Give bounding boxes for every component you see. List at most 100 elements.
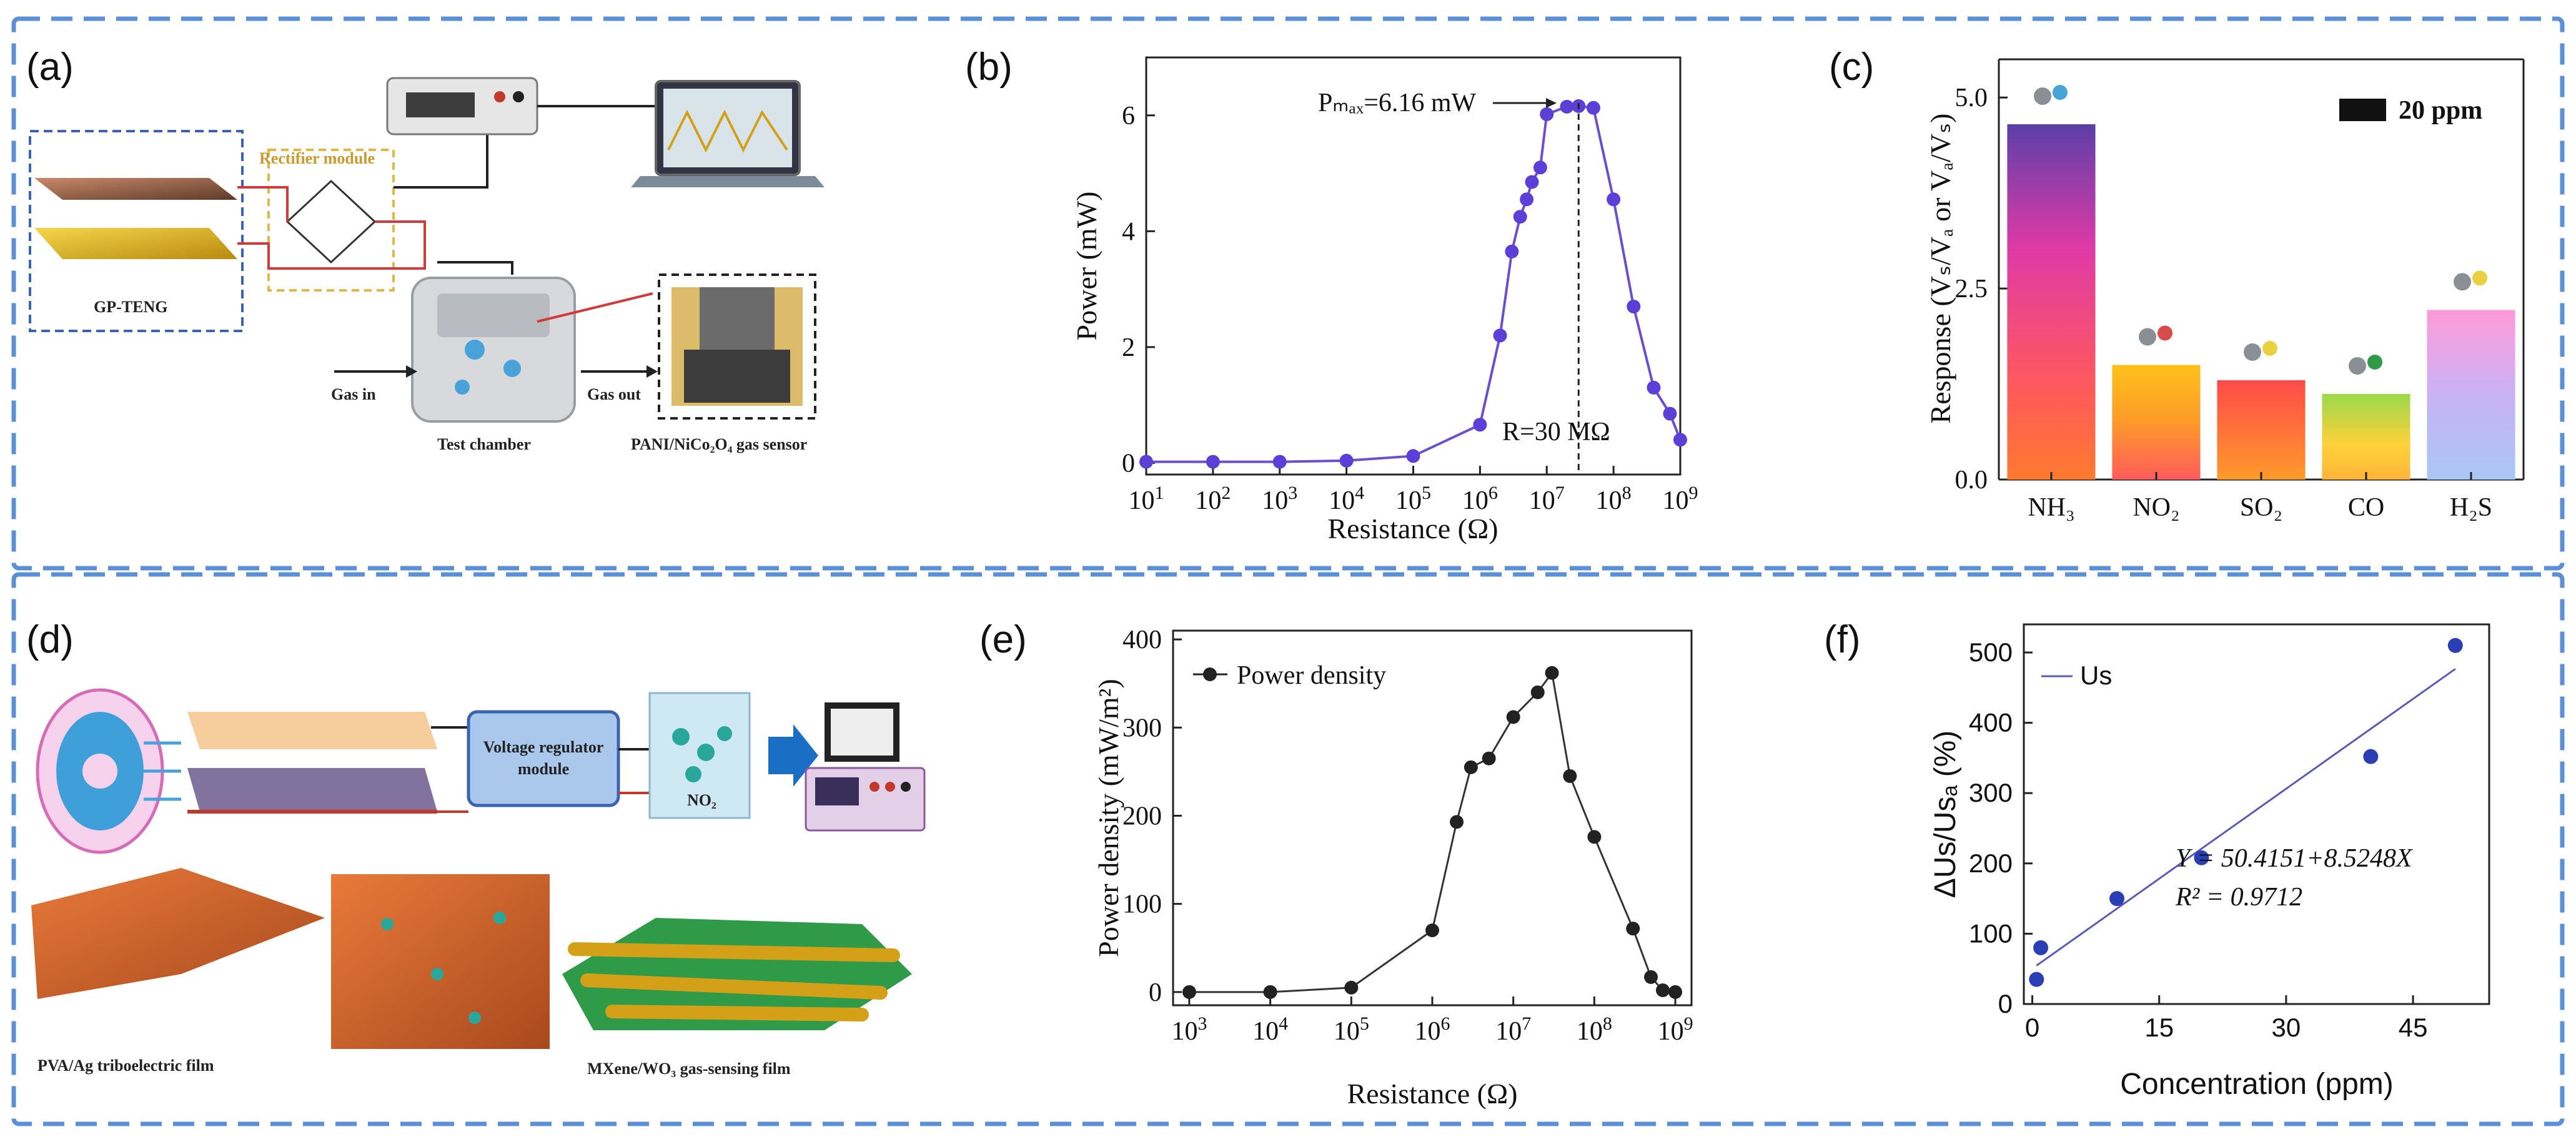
- f-x-axis-label: Concentration (ppm): [2120, 1068, 2394, 1101]
- panel-b-plot-frame: [1145, 56, 1682, 476]
- multimeter-screen: [406, 92, 475, 117]
- e-y-tick-label: 300: [1122, 714, 1162, 742]
- e-data-point: [1587, 830, 1602, 844]
- b-x-tick-label: 108: [1596, 483, 1632, 515]
- c-legend-label: 20 ppm: [2399, 96, 2482, 125]
- c-molecule-icon: [2472, 270, 2487, 286]
- e-x-tick-label: 108: [1577, 1013, 1612, 1046]
- film-mid: [187, 768, 437, 812]
- c-molecule-icon: [2139, 328, 2156, 346]
- b-data-point: [1647, 380, 1661, 395]
- c-legend-swatch: [2339, 99, 2386, 121]
- f-x-tick-label: 45: [2399, 1013, 2428, 1042]
- e-data-point: [1263, 985, 1277, 999]
- panel-a-schematic: (a) GP-TENG Rectifier module Test chambe…: [26, 46, 825, 453]
- e-x-tick-label: 103: [1171, 1013, 1207, 1046]
- b-data-point: [1540, 107, 1554, 121]
- b-x-tick-label: 106: [1462, 483, 1498, 515]
- b-data-point: [1473, 418, 1487, 432]
- pva-label: PVA/Ag triboelectric film: [37, 1056, 214, 1075]
- panel-b-chart: (b) 101 102 103 104 105 106 107 108 109 0 2 4 6 Pₘₐₓ…: [965, 46, 1698, 544]
- c-x-tick-label: SO₂: [2240, 493, 2282, 522]
- c-molecule-icon: [2262, 340, 2277, 356]
- e-series-line: [1189, 671, 1676, 993]
- film-top: [187, 712, 437, 749]
- b-data-point: [1406, 449, 1420, 463]
- panel-a-label: (a): [26, 46, 74, 89]
- c-x-tick-label: NO₂: [2133, 493, 2179, 522]
- sensor-label: PANI/NiCo₂O₄ gas sensor: [631, 435, 807, 453]
- b-x-tick-label: 104: [1329, 483, 1364, 515]
- f-x-tick-label: 15: [2144, 1013, 2174, 1042]
- regulator-text-2: module: [518, 760, 569, 778]
- b-data-point: [1560, 99, 1574, 114]
- e-data-point: [1655, 983, 1670, 997]
- e-data-point: [1563, 769, 1577, 783]
- e-y-tick-label: 400: [1122, 626, 1162, 654]
- b-data-point: [1339, 453, 1354, 468]
- panel-e-label: (e): [979, 618, 1027, 661]
- e-data-point: [1668, 985, 1683, 999]
- f-data-point: [2194, 850, 2209, 865]
- gas-out-label: Gas out: [587, 385, 641, 403]
- e-data-point: [1344, 980, 1359, 995]
- panel-b-label: (b): [965, 46, 1013, 89]
- b-data-point: [1627, 299, 1641, 313]
- c-molecule-icon: [2367, 354, 2382, 370]
- b-data-point: [1673, 433, 1687, 447]
- f-data-point: [2029, 972, 2044, 987]
- b-x-axis-label: Resistance (Ω): [1327, 513, 1498, 544]
- c-y-tick-label: 0.0: [1955, 466, 1988, 495]
- f-r2: R² = 0.9712: [2175, 883, 2302, 912]
- panel-c-label: (c): [1829, 46, 1874, 89]
- b-y-tick-label: 0: [1122, 449, 1135, 478]
- f-data-point: [2363, 749, 2379, 764]
- f-x-tick-label: 0: [2025, 1013, 2039, 1042]
- e-y-tick-label: 0: [1149, 978, 1162, 1007]
- e-y-tick-label: 200: [1122, 802, 1162, 830]
- rectifier-box: [267, 149, 395, 292]
- e-data-point: [1450, 815, 1464, 829]
- c-x-tick-label: NH₃: [2028, 493, 2074, 522]
- f-y-tick-label: 0: [1998, 989, 2013, 1018]
- e-data-point: [1626, 922, 1640, 936]
- panel-f-plot-frame: [2023, 623, 2490, 1005]
- b-y-tick-label: 4: [1122, 217, 1135, 246]
- c-bar: [2427, 310, 2515, 480]
- sensor-box: [658, 273, 816, 420]
- b-x-tick-label: 109: [1663, 483, 1698, 515]
- e-data-point: [1182, 985, 1196, 999]
- panel-f-chart: (f) 0 15 30 45 0 100 200 300 400 500 Us Y = 50.41…: [1824, 618, 2490, 1101]
- black-wire: [394, 112, 513, 275]
- c-molecule-icon: [2053, 85, 2068, 101]
- b-pmax-annotation: Pₘₐₓ=6.16 mW: [1318, 89, 1477, 117]
- e-data-point: [1425, 923, 1439, 937]
- e-data-point: [1464, 760, 1478, 774]
- c-molecule-icon: [2034, 87, 2051, 106]
- f-data-point: [2033, 940, 2049, 955]
- e-x-tick-label: 109: [1658, 1013, 1693, 1046]
- b-r-annotation: R=30 MΩ: [1502, 418, 1610, 446]
- f-y-tick-label: 400: [1969, 708, 2013, 737]
- f-legend-label: Us: [2080, 661, 2112, 690]
- f-data-point: [2447, 637, 2463, 653]
- b-data-point: [1663, 406, 1677, 421]
- c-bar: [2322, 393, 2410, 480]
- b-data-point: [1525, 175, 1539, 189]
- e-x-tick-label: 107: [1495, 1013, 1531, 1046]
- b-y-tick-label: 2: [1122, 333, 1135, 362]
- mxene-label: MXene/WO₃ gas-sensing film: [587, 1060, 791, 1078]
- e-data-point: [1482, 751, 1496, 765]
- f-y-tick-label: 300: [1969, 778, 2013, 807]
- panel-c-chart: (c) 0.0 2.5 5.0 NH₃ NO₂ SO₂ CO H₂S 20 ppm Resp…: [1829, 46, 2525, 522]
- teng-top-plate: [34, 178, 237, 200]
- regulator-text-1: Voltage regulator: [483, 738, 604, 756]
- b-x-tick-label: 107: [1529, 483, 1565, 515]
- f-y-axis-label: ΔUs/Usₐ (%): [1929, 731, 1962, 898]
- b-data-point: [1272, 455, 1287, 469]
- panel-e-chart: (e) 103 104 105 106 107 108 109 0 100 200 300 400 P…: [979, 618, 1693, 1110]
- e-y-tick-label: 100: [1122, 890, 1162, 919]
- teng-label: GP-TENG: [94, 298, 167, 316]
- panel-f-label: (f): [1824, 618, 1861, 661]
- c-bar: [2007, 124, 2096, 480]
